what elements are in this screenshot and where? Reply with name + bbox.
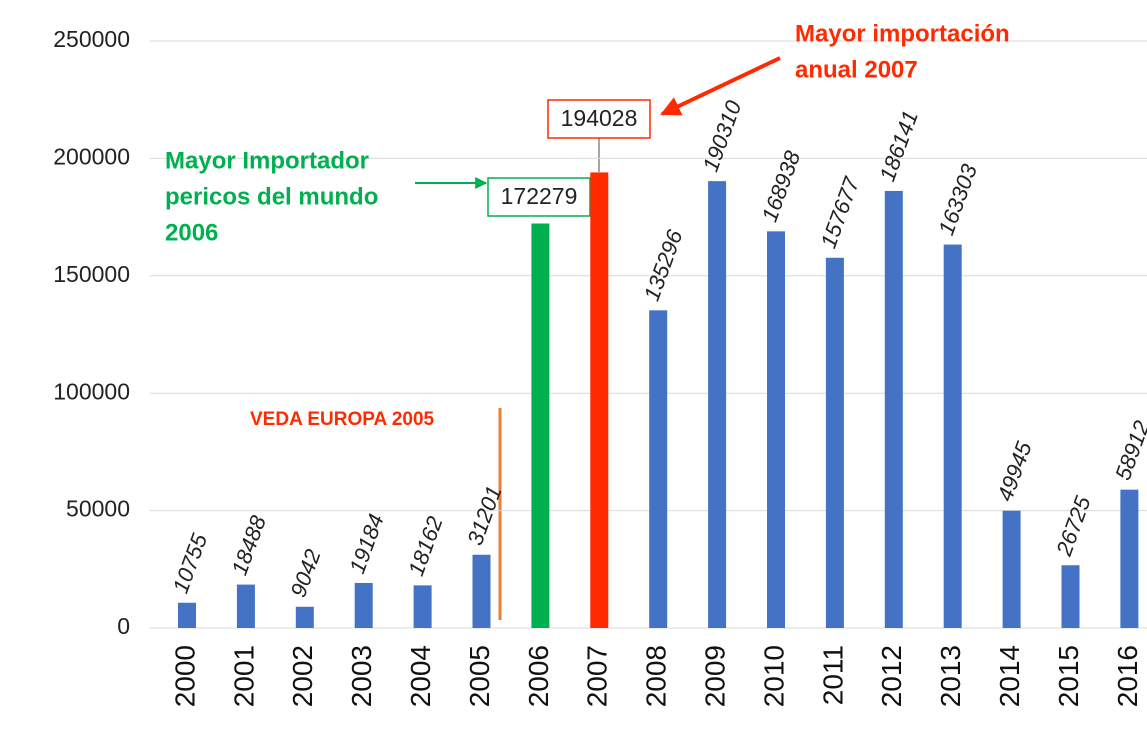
data-label: 19184 [344, 511, 388, 577]
x-tick-label: 2003 [346, 645, 377, 707]
bar [354, 582, 373, 628]
data-label: 157677 [816, 173, 865, 251]
y-tick-label: 200000 [53, 143, 130, 169]
x-tick-label: 2014 [994, 645, 1025, 707]
bar [649, 310, 668, 628]
bar [884, 190, 903, 629]
label-box [547, 99, 651, 139]
bar [531, 223, 550, 629]
data-label: 26725 [1051, 492, 1096, 560]
bar [178, 602, 196, 628]
bar [943, 244, 962, 628]
annotation: VEDA EUROPA 2005 [250, 409, 435, 430]
data-label: 190310 [698, 97, 747, 175]
x-tick-label: 2005 [464, 645, 495, 707]
x-tick-label: 2000 [169, 645, 200, 707]
bar [1002, 510, 1021, 628]
bar [590, 172, 609, 629]
x-tick-label: 2016 [1112, 645, 1143, 707]
bar [767, 231, 785, 629]
bar [708, 181, 727, 629]
x-tick-label: 2001 [228, 645, 259, 707]
x-tick-label: 2008 [641, 645, 672, 707]
x-tick-label: 2002 [287, 645, 318, 707]
arrow [660, 56, 781, 116]
label-box [487, 177, 591, 217]
data-label: 58912 [1110, 417, 1147, 483]
y-tick-label: 100000 [53, 378, 130, 404]
x-tick-label: 2011 [817, 645, 848, 705]
annotation: Mayor importación [795, 20, 1010, 47]
x-tick-label: 2009 [699, 645, 730, 707]
x-tick-label: 2012 [876, 645, 907, 707]
bar [472, 554, 491, 628]
data-label: 172279 [501, 183, 578, 209]
x-tick-label: 2004 [405, 645, 436, 707]
x-tick-label: 2013 [935, 645, 966, 707]
data-label: 9042 [285, 546, 325, 601]
bar [1120, 489, 1139, 628]
bar [236, 584, 255, 628]
data-label: 49945 [992, 438, 1037, 505]
x-tick-label: 2007 [582, 645, 613, 707]
y-tick-label: 250000 [53, 26, 130, 52]
bar [1061, 565, 1080, 628]
annotation: anual 2007 [795, 56, 918, 83]
bar [825, 257, 844, 628]
data-label: 18162 [403, 513, 447, 579]
data-label: 163303 [933, 160, 982, 238]
bar [295, 606, 314, 628]
data-label: 18488 [227, 512, 272, 579]
data-label: 194028 [561, 105, 638, 131]
x-tick-label: 2015 [1053, 645, 1084, 707]
data-label: 186141 [874, 107, 923, 185]
x-tick-label: 2006 [523, 645, 554, 707]
y-tick-label: 50000 [66, 496, 130, 522]
annotation: pericos del mundo [165, 183, 378, 210]
data-label: 135296 [639, 226, 688, 304]
y-tick-label: 150000 [53, 261, 130, 287]
annotation: Mayor Importador [165, 147, 369, 174]
data-label: 10755 [168, 530, 213, 597]
annotation: 2006 [165, 219, 218, 246]
y-tick-label: 0 [117, 613, 130, 639]
bar [413, 585, 432, 628]
x-tick-label: 2010 [758, 645, 789, 707]
